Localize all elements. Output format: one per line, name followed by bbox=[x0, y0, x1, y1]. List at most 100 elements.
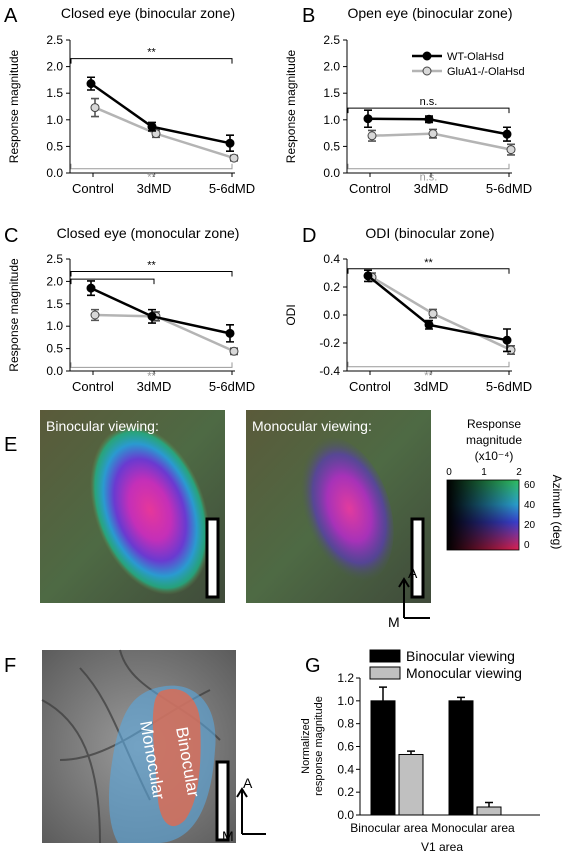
panel-letter: C bbox=[4, 225, 18, 247]
y-tick-label: 1.2 bbox=[337, 671, 354, 685]
y-tick-label: 0.5 bbox=[46, 139, 63, 153]
map-monocular-viewing: Monocular viewing: bbox=[246, 410, 431, 603]
x-tick-label: Binocular area bbox=[350, 821, 428, 835]
y-tick-label: 2.0 bbox=[46, 60, 63, 74]
data-point bbox=[506, 345, 516, 355]
data-point bbox=[428, 129, 438, 139]
line-charts: A Closed eye (binocular zone) 0.0 0.5 1.0 1.5… bbox=[4, 5, 532, 394]
legend-label: WT-OlaHsd bbox=[447, 51, 504, 63]
significance-bracket bbox=[70, 58, 233, 64]
data-point bbox=[147, 311, 157, 321]
chart-title: Closed eye (binocular zone) bbox=[61, 5, 235, 21]
significance-bracket bbox=[70, 163, 233, 170]
y-tick-label: 1.0 bbox=[46, 319, 63, 333]
scale-bar bbox=[205, 517, 220, 599]
activation-blob bbox=[296, 437, 394, 583]
y-tick-label: 0.0 bbox=[46, 166, 63, 180]
chart-title: Closed eye (monocular zone) bbox=[57, 225, 240, 241]
data-point bbox=[367, 131, 377, 141]
y-tick-label: 0.2 bbox=[323, 280, 340, 294]
key-y-label: Azimuth (deg) bbox=[550, 475, 563, 550]
panel-letter: B bbox=[302, 5, 315, 27]
chart-panel-b: B Open eye (binocular zone) 0.0 0.5 1.0 1.5 2.… bbox=[284, 5, 532, 196]
activation-blob bbox=[90, 425, 210, 595]
y-tick-label: 2.0 bbox=[323, 60, 340, 74]
series-line bbox=[90, 286, 231, 335]
significance-label: ** bbox=[424, 257, 433, 269]
series-line bbox=[367, 274, 508, 342]
anterior-arrow bbox=[236, 787, 248, 834]
data-point bbox=[506, 145, 516, 155]
medial-label: M bbox=[388, 614, 400, 630]
orientation-arrows: A M bbox=[388, 565, 430, 630]
y-tick-label: 1.0 bbox=[323, 113, 340, 127]
y-tick-label: 0.6 bbox=[337, 740, 354, 754]
key-y-tick: 0 bbox=[524, 540, 530, 551]
anterior-label: A bbox=[243, 775, 253, 791]
significance-bracket bbox=[347, 361, 510, 368]
series-line bbox=[367, 117, 508, 136]
data-point bbox=[363, 271, 373, 281]
bar bbox=[448, 700, 474, 816]
chart-title: Open eye (binocular zone) bbox=[348, 5, 513, 21]
y-tick-label: 1.5 bbox=[46, 86, 63, 100]
significance-label: ** bbox=[147, 260, 156, 272]
data-point bbox=[502, 335, 512, 345]
significance-label: ** bbox=[147, 47, 156, 59]
significance-bracket bbox=[347, 268, 510, 274]
legend-swatch bbox=[369, 649, 401, 663]
x-tick-label: Monocular area bbox=[431, 821, 515, 835]
legend-label: Binocular viewing bbox=[406, 648, 515, 664]
map-caption: Monocular viewing: bbox=[252, 418, 372, 434]
y-tick-label: 0.4 bbox=[337, 762, 354, 776]
y-tick-label: 1.5 bbox=[46, 297, 63, 311]
significance-bracket bbox=[347, 163, 510, 170]
x-axis-label: V1 area bbox=[421, 840, 463, 853]
map-caption: Binocular viewing: bbox=[46, 418, 159, 434]
legend-swatch bbox=[369, 666, 401, 680]
panel-f: F Binocular Monocular A M bbox=[4, 649, 266, 844]
data-point bbox=[147, 122, 157, 132]
error-bar bbox=[407, 750, 415, 755]
x-tick-label: Control bbox=[72, 379, 114, 394]
x-tick-label: Control bbox=[72, 181, 114, 196]
y-tick-label: 1.5 bbox=[323, 86, 340, 100]
key-frame bbox=[446, 479, 520, 551]
data-point bbox=[424, 114, 434, 124]
data-point bbox=[502, 129, 512, 139]
y-tick-label: 0.0 bbox=[323, 166, 340, 180]
significance-label: n.s. bbox=[420, 172, 438, 184]
significance-bracket bbox=[347, 107, 510, 114]
key-title-line3: (x10⁻⁴) bbox=[475, 449, 514, 463]
y-tick-label: 2.5 bbox=[323, 33, 340, 47]
chart-panel-d: D ODI (binocular zone) -0.4 -0.2 0.0 0.2 0.4 Co… bbox=[284, 225, 532, 394]
y-axis-label: Response magnitude bbox=[7, 258, 21, 372]
significance-label: ** bbox=[147, 370, 156, 382]
data-point bbox=[90, 103, 100, 113]
y-axis-label: Response magnitude bbox=[284, 49, 298, 163]
bar bbox=[370, 700, 396, 816]
x-tick-label: 3dMD bbox=[137, 181, 172, 196]
key-darkness bbox=[447, 480, 519, 550]
y-tick-label: 0.0 bbox=[46, 364, 63, 378]
x-tick-label: Control bbox=[349, 181, 391, 196]
bar-chart: G 0.0 0.2 0.4 0.6 0.8 1.0 1.2 Normalized response… bbox=[300, 648, 540, 853]
key-y-tick: 40 bbox=[524, 500, 536, 511]
key-x-tick: 0 bbox=[446, 467, 452, 478]
significance-bracket bbox=[70, 278, 155, 285]
significance-label: ** bbox=[147, 172, 156, 184]
y-tick-label: -0.4 bbox=[319, 364, 340, 378]
significance-label: n.s. bbox=[420, 96, 438, 108]
series-line bbox=[371, 132, 512, 151]
key-title-line2: magnitude bbox=[466, 433, 522, 447]
data-point bbox=[229, 346, 239, 356]
chart-panel-a: A Closed eye (binocular zone) 0.0 0.5 1.0 1.5… bbox=[4, 5, 255, 196]
y-tick-label: 1.0 bbox=[46, 113, 63, 127]
significance-label: ** bbox=[424, 370, 433, 382]
bar bbox=[476, 806, 502, 816]
series-line bbox=[371, 276, 512, 352]
panel-e: E Binocular viewing: Monocular viewing: … bbox=[4, 410, 563, 630]
y-tick-label: 0.0 bbox=[337, 808, 354, 822]
panel-letter: F bbox=[4, 655, 16, 677]
error-bar bbox=[457, 696, 465, 701]
